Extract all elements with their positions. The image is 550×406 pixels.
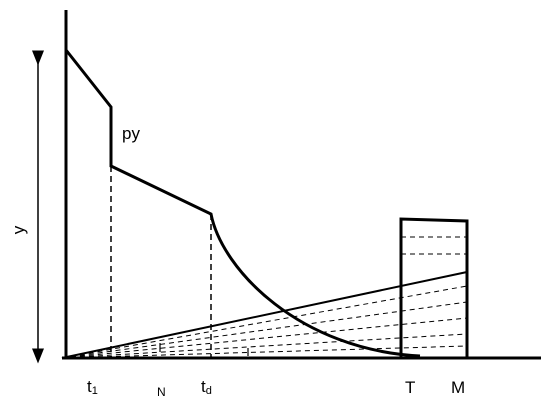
t1-main: t [87, 377, 92, 396]
y-label: y [9, 225, 28, 234]
t1-label: t1 [87, 377, 98, 397]
t1-sub: 1 [92, 385, 98, 397]
diagonal-line [61, 271, 468, 359]
t-label: T [405, 378, 415, 397]
td-label: td [201, 377, 212, 397]
m-label: M [451, 378, 465, 397]
rectangle [399, 217, 469, 358]
td-main: t [201, 377, 206, 396]
curve [64, 49, 421, 358]
n-label: N [157, 385, 166, 399]
py-label: py [122, 124, 140, 143]
td-sub: d [206, 385, 212, 397]
dashed-fan [61, 236, 468, 359]
